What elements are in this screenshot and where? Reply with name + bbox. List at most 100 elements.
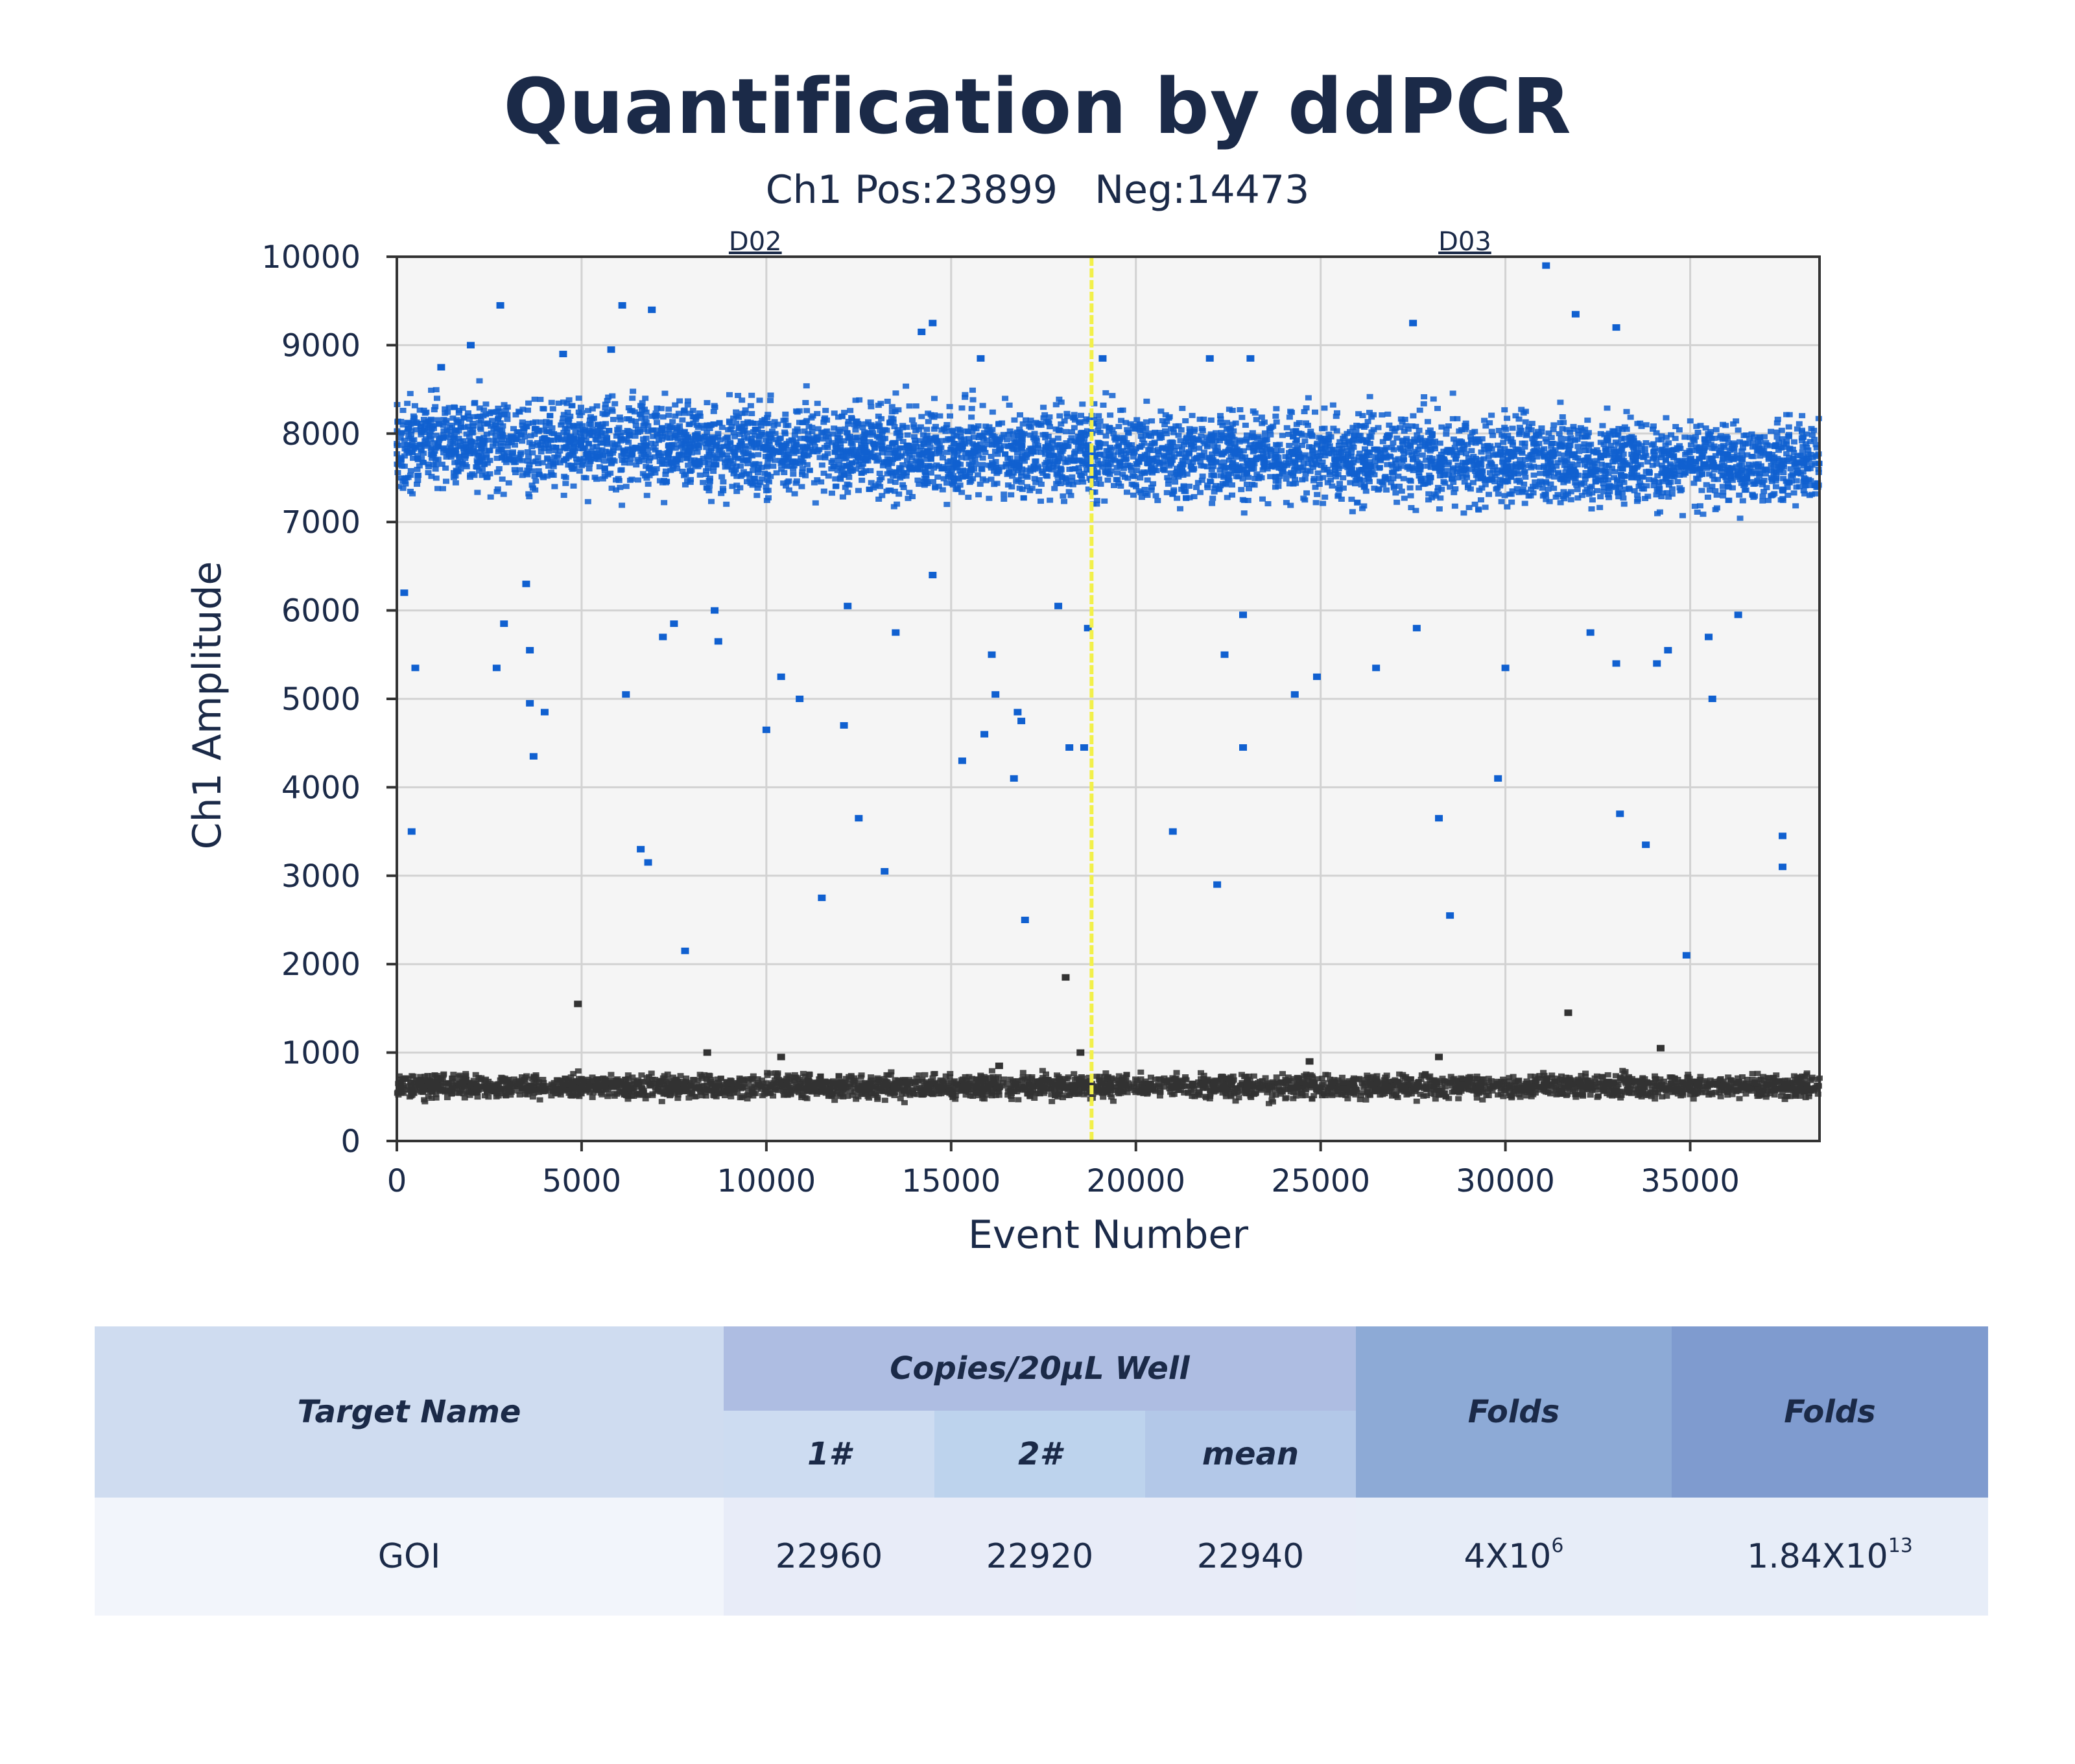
droplet-point [543,473,551,479]
droplet-point [917,424,924,430]
droplet-point [713,456,720,462]
droplet-point [1560,419,1567,425]
droplet-point [593,403,600,409]
droplet-point [498,447,505,453]
droplet-point [1634,475,1641,481]
droplet-point [1600,481,1607,487]
droplet-point [401,438,408,443]
droplet-point [707,499,715,504]
droplet-point [1451,503,1458,509]
droplet-point [1273,448,1280,454]
droplet-point [599,453,606,458]
droplet-point [1441,458,1448,464]
droplet-point [1462,451,1469,456]
droplet-point [553,454,560,460]
droplet-point [1102,433,1109,439]
droplet-point [1576,458,1583,464]
droplet-point [1146,457,1153,463]
droplet-point [625,405,632,411]
droplet-point [1299,467,1307,473]
droplet-point [1581,480,1588,486]
droplet-point [495,466,503,472]
droplet-point [1232,444,1239,450]
droplet-point [1622,486,1629,492]
droplet-point [650,467,658,473]
droplet-point [744,479,751,485]
droplet-point [1154,459,1161,465]
droplet-point [1609,459,1617,465]
droplet-point [652,447,659,453]
droplet-point [822,429,829,435]
droplet-point [1762,471,1769,477]
droplet-point [1634,450,1641,456]
droplet-point [781,429,788,435]
droplet-point [1738,467,1746,473]
droplet-point [1174,469,1181,475]
droplet-point [1714,476,1722,482]
droplet-point [1070,415,1077,421]
droplet-point [710,468,717,474]
droplet-point [1078,476,1085,482]
droplet-point [723,443,730,449]
droplet-point [814,410,821,416]
droplet-point [1348,497,1355,502]
droplet-point [1249,430,1256,436]
droplet-point [965,495,972,500]
droplet-point [1693,444,1700,450]
droplet-point [467,451,474,456]
droplet-point [613,487,620,493]
droplet-point [504,404,511,410]
droplet-point [1420,401,1427,406]
droplet-point [1753,469,1760,475]
droplet-point [1292,464,1299,469]
droplet-point [499,476,506,482]
droplet-point [445,405,453,410]
droplet-point [1479,474,1486,480]
droplet-point [1415,447,1422,453]
droplet-point [940,476,947,482]
droplet-point [704,430,711,436]
droplet-point [1638,443,1645,449]
droplet-point [1701,436,1708,442]
droplet-point [1067,493,1074,499]
droplet-point [495,405,502,411]
droplet-point [778,466,785,472]
droplet-point [906,403,913,409]
droplet-point [1557,500,1564,506]
droplet-point [1196,445,1203,451]
droplet-point [1525,454,1532,460]
droplet-point [608,461,615,467]
droplet-point [947,436,954,441]
droplet-point [1405,449,1412,455]
droplet-point [1436,473,1443,479]
droplet-point [782,411,789,417]
droplet-point [696,460,703,465]
droplet-point [1303,490,1310,496]
droplet-point [483,452,490,458]
droplet-point [545,448,552,454]
droplet-point [1633,472,1641,478]
droplet-point [1441,480,1449,486]
droplet-point [637,443,645,449]
droplet-point [1799,469,1807,475]
droplet-point [953,433,960,439]
droplet-point [1225,471,1232,477]
droplet-point [1063,410,1071,416]
droplet-point [681,429,688,434]
droplet-point [1576,449,1583,454]
droplet-point [958,447,966,453]
droplet-point [652,454,659,460]
droplet-point [1634,492,1641,498]
droplet-point [519,438,526,444]
droplet-point [555,400,562,406]
droplet-point [766,441,773,447]
droplet-point [1541,451,1548,457]
droplet-point [1186,495,1193,500]
droplet-point [1676,473,1683,478]
droplet-point [750,462,757,467]
droplet-point [1231,441,1238,447]
droplet-point [825,434,832,440]
droplet-point [1461,446,1468,452]
droplet-point [1364,472,1371,478]
droplet-point [1509,425,1516,431]
